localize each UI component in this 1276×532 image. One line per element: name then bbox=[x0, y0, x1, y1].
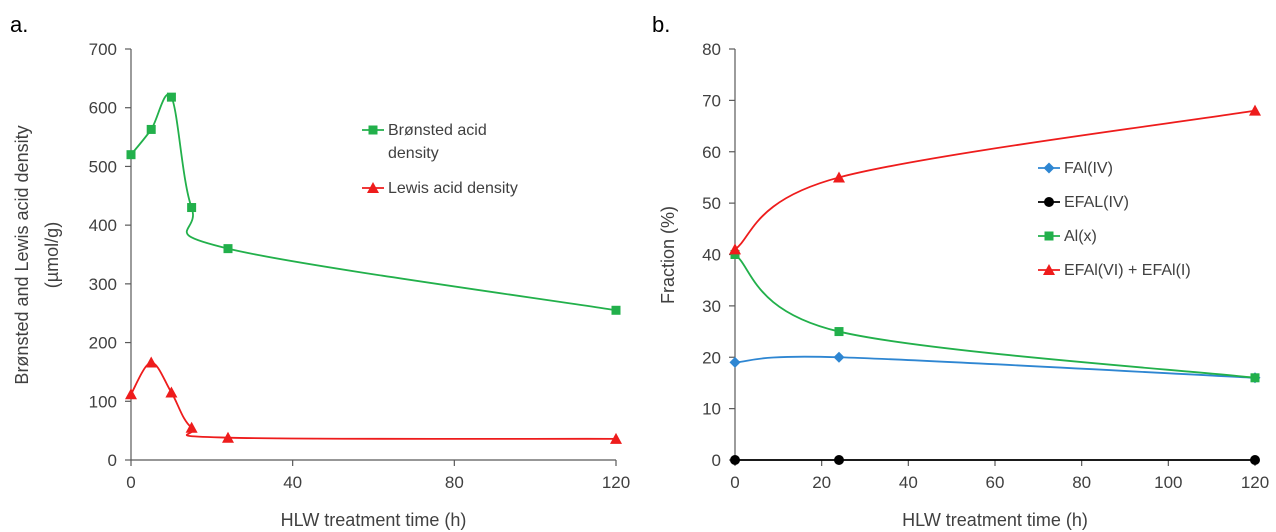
data-point bbox=[729, 356, 741, 368]
data-point bbox=[833, 351, 845, 363]
y-tick-label: 40 bbox=[702, 246, 721, 265]
legend-marker bbox=[1044, 231, 1054, 241]
legend-label: density bbox=[388, 145, 439, 162]
x-tick-label: 100 bbox=[1154, 473, 1182, 492]
y-tick-label: 70 bbox=[702, 91, 721, 110]
legend-label: Brønsted acid bbox=[388, 122, 487, 139]
data-point bbox=[166, 92, 176, 102]
x-tick-label: 120 bbox=[1241, 473, 1269, 492]
panel-b: b. 0 10 20 30 40 50 60 70 80 0 20 40 60 80 100 120 HLW tr… bbox=[652, 12, 1269, 530]
y-tick-label: 20 bbox=[702, 348, 721, 367]
data-point bbox=[611, 305, 621, 315]
data-point bbox=[222, 431, 234, 443]
y-axis-label: Fraction (%) bbox=[658, 206, 678, 304]
legend-marker bbox=[1043, 162, 1055, 174]
legend-marker bbox=[367, 182, 379, 193]
legend-label: Lewis acid density bbox=[388, 180, 518, 197]
data-point bbox=[165, 386, 178, 398]
data-point bbox=[730, 250, 740, 259]
data-point bbox=[1250, 455, 1260, 465]
x-tick-label: 40 bbox=[283, 473, 302, 492]
y-tick-label: 500 bbox=[89, 157, 117, 176]
series-line bbox=[734, 109, 1256, 251]
y-axis-label: (µmol/g) bbox=[42, 222, 62, 288]
data-point bbox=[834, 455, 844, 465]
y-tick-label: 30 bbox=[702, 297, 721, 316]
y-tick-label: 300 bbox=[89, 275, 117, 294]
legend-label: EFAL(IV) bbox=[1064, 194, 1129, 211]
panel-label: b. bbox=[652, 12, 670, 37]
series-line bbox=[130, 361, 617, 440]
x-tick-label: 60 bbox=[986, 473, 1005, 492]
y-tick-label: 10 bbox=[702, 400, 721, 419]
y-tick-label: 400 bbox=[89, 216, 117, 235]
legend-label: Al(x) bbox=[1064, 228, 1097, 245]
y-tick-label: 600 bbox=[89, 99, 117, 118]
series-line bbox=[734, 253, 1256, 379]
data-point bbox=[125, 388, 137, 400]
y-tick-label: 200 bbox=[89, 334, 117, 353]
data-point bbox=[145, 356, 158, 368]
y-axis-label: Brønsted and Lewis acid density bbox=[12, 125, 32, 384]
legend-marker bbox=[1043, 264, 1055, 275]
data-point bbox=[610, 432, 622, 444]
x-tick-label: 80 bbox=[445, 473, 464, 492]
x-axis-label: HLW treatment time (h) bbox=[281, 510, 467, 530]
x-tick-label: 80 bbox=[1072, 473, 1091, 492]
data-point bbox=[185, 421, 198, 433]
legend-marker bbox=[1044, 197, 1054, 207]
data-point bbox=[834, 327, 844, 337]
x-tick-label: 20 bbox=[812, 473, 831, 492]
data-point bbox=[126, 150, 136, 160]
y-tick-label: 700 bbox=[89, 40, 117, 59]
panel-label: a. bbox=[10, 12, 28, 37]
panel-a: a. 0 100 200 300 400 500 600 700 0 40 80 120 HLW trea… bbox=[10, 12, 630, 530]
data-point bbox=[187, 203, 197, 213]
data-point bbox=[729, 243, 741, 255]
y-tick-label: 80 bbox=[702, 40, 721, 59]
legend-label: EFAl(VI) + EFAl(I) bbox=[1064, 262, 1191, 279]
data-point bbox=[1250, 373, 1260, 383]
y-tick-label: 100 bbox=[89, 392, 117, 411]
legend-marker bbox=[368, 125, 378, 135]
x-tick-label: 0 bbox=[730, 473, 739, 492]
y-tick-label: 50 bbox=[702, 194, 721, 213]
data-point bbox=[146, 124, 156, 134]
data-point bbox=[833, 171, 845, 183]
x-tick-label: 0 bbox=[126, 473, 135, 492]
y-tick-label: 60 bbox=[702, 143, 721, 162]
y-tick-label: 0 bbox=[712, 451, 721, 470]
x-tick-label: 40 bbox=[899, 473, 918, 492]
legend-label: FAl(IV) bbox=[1064, 160, 1113, 177]
x-tick-label: 120 bbox=[602, 473, 630, 492]
data-point bbox=[223, 244, 233, 254]
y-tick-label: 0 bbox=[108, 451, 117, 470]
x-axis-label: HLW treatment time (h) bbox=[902, 510, 1088, 530]
data-point bbox=[1249, 104, 1261, 116]
series-line bbox=[734, 355, 1256, 379]
data-point bbox=[730, 455, 740, 465]
